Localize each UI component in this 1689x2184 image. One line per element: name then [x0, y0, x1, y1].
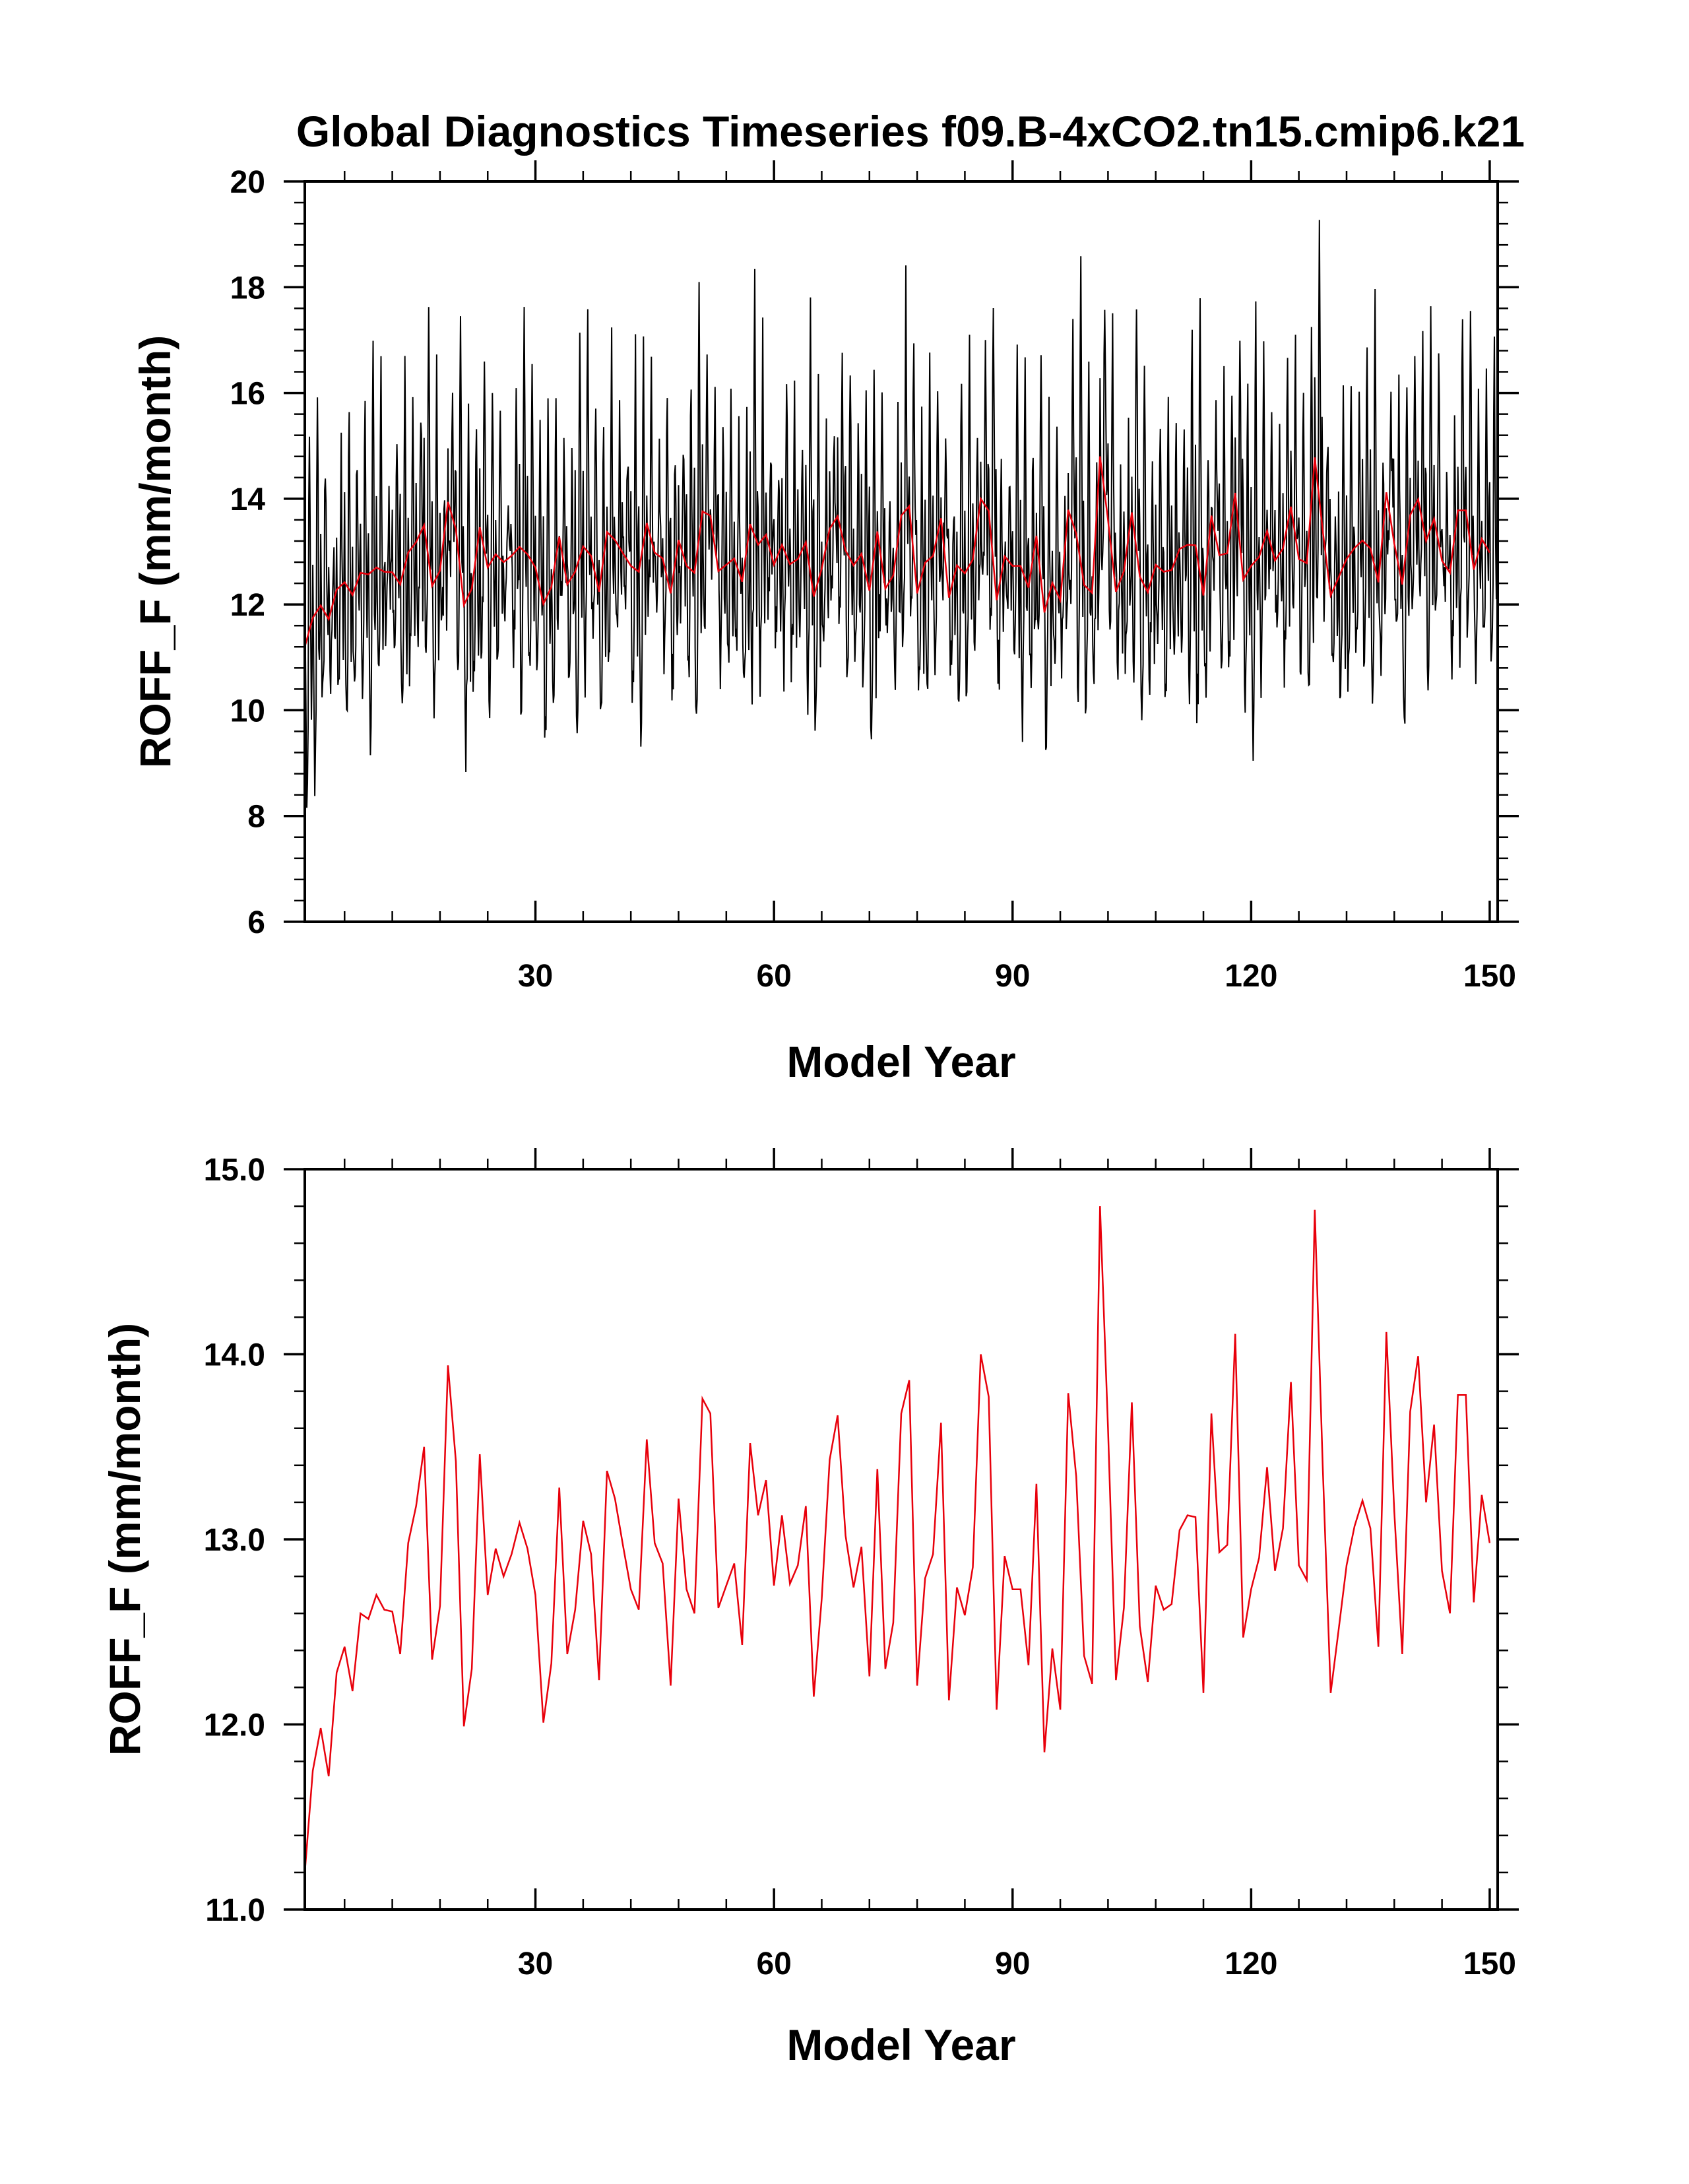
- top-y-tick-label: 10: [230, 693, 265, 728]
- top-x-tick-label: 90: [995, 959, 1030, 994]
- monthly-runoff-panel: 30 60 90 120 150 6 8 10 12 14 16 18 20 ROFF_F (mm/mo…: [131, 160, 1519, 1086]
- bottom-series-layer: [303, 1206, 1491, 1873]
- top-plot-frame: [303, 180, 1499, 923]
- bottom-y-tick-label: 15.0: [204, 1153, 265, 1188]
- annual-runoff-panel: 30 60 90 120 150 11.0 12.0 13.0 14.0 15.0 ROFF_F …: [100, 1148, 1519, 2069]
- top-y-tick-label: 20: [230, 165, 265, 200]
- top-y-tick-label: 16: [230, 377, 265, 412]
- bottom-x-tick-label: 150: [1463, 1946, 1516, 1981]
- figure-title: Global Diagnostics Timeseries f09.B-4xCO…: [296, 107, 1525, 156]
- bottom-y-axis-label: ROFF_F (mm/month): [100, 1323, 149, 1756]
- top-y-tick-label: 8: [247, 800, 265, 835]
- annual-mean-line: [303, 1206, 1491, 1873]
- bottom-x-tick-label: 120: [1225, 1946, 1277, 1981]
- top-x-tick-label: 150: [1463, 959, 1516, 994]
- bottom-x-axis-label: Model Year: [786, 2020, 1015, 2069]
- top-tick-layer: 30 60 90 120 150 6 8 10 12 14 16 18 20: [230, 160, 1519, 994]
- bottom-y-tick-label: 11.0: [205, 1893, 265, 1928]
- top-x-axis-label: Model Year: [786, 1037, 1015, 1086]
- top-series-layer: [303, 220, 1498, 808]
- top-x-tick-label: 120: [1225, 959, 1277, 994]
- top-y-tick-label: 18: [230, 271, 265, 305]
- bottom-x-tick-label: 90: [995, 1946, 1030, 1981]
- bottom-y-tick-label: 12.0: [204, 1708, 265, 1743]
- annual-mean-line-top: [303, 456, 1490, 647]
- bottom-x-tick-label: 30: [518, 1946, 553, 1981]
- bottom-y-tick-label: 14.0: [204, 1338, 265, 1373]
- top-x-tick-label: 30: [518, 959, 553, 994]
- bottom-y-tick-label: 13.0: [204, 1523, 265, 1558]
- top-x-tick-label: 60: [756, 959, 791, 994]
- top-y-axis-label: ROFF_F (mm/month): [131, 335, 179, 768]
- bottom-x-tick-label: 60: [756, 1946, 791, 1981]
- bottom-tick-layer: 30 60 90 120 150 11.0 12.0 13.0 14.0 15.0: [204, 1148, 1519, 1981]
- top-y-tick-label: 14: [230, 482, 266, 517]
- top-y-tick-label: 12: [230, 588, 265, 623]
- top-y-tick-label: 6: [247, 905, 265, 940]
